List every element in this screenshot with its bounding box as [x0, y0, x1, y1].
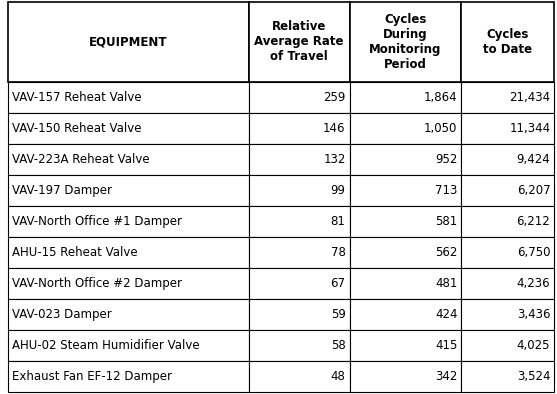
Bar [461, 113, 554, 144]
Bar [350, 82, 461, 113]
Text: AHU-02 Steam Humidifier Valve: AHU-02 Steam Humidifier Valve [12, 339, 200, 352]
Bar [461, 82, 554, 113]
Bar [248, 144, 350, 175]
Text: 3,524: 3,524 [517, 370, 550, 383]
Text: 132: 132 [323, 153, 345, 166]
Bar [248, 82, 350, 113]
Bar [461, 330, 554, 361]
Bar [350, 206, 461, 237]
Text: 9,424: 9,424 [516, 153, 550, 166]
Bar [8, 113, 248, 144]
Bar [461, 144, 554, 175]
Bar [350, 361, 461, 392]
Text: 562: 562 [435, 246, 457, 259]
Text: 59: 59 [331, 308, 345, 321]
Text: VAV-023 Damper: VAV-023 Damper [12, 308, 112, 321]
Bar [350, 144, 461, 175]
Text: 146: 146 [323, 122, 345, 135]
Text: 6,750: 6,750 [517, 246, 550, 259]
Text: 21,434: 21,434 [509, 91, 550, 104]
Bar [8, 144, 248, 175]
Text: Exhaust Fan EF-12 Damper: Exhaust Fan EF-12 Damper [12, 370, 172, 383]
Text: 1,864: 1,864 [424, 91, 457, 104]
Bar [248, 175, 350, 206]
Bar [8, 361, 248, 392]
Bar [248, 206, 350, 237]
Bar [248, 330, 350, 361]
Bar [350, 330, 461, 361]
Text: 11,344: 11,344 [509, 122, 550, 135]
Bar [461, 268, 554, 299]
Bar [461, 237, 554, 268]
Text: 424: 424 [435, 308, 457, 321]
Text: 48: 48 [331, 370, 345, 383]
Text: VAV-223A Reheat Valve: VAV-223A Reheat Valve [12, 153, 150, 166]
Text: 415: 415 [435, 339, 457, 352]
Text: 58: 58 [331, 339, 345, 352]
Bar [350, 175, 461, 206]
Bar [248, 361, 350, 392]
Text: 99: 99 [331, 184, 345, 197]
Bar [350, 268, 461, 299]
Text: 481: 481 [435, 277, 457, 290]
Text: 952: 952 [435, 153, 457, 166]
Text: 6,207: 6,207 [517, 184, 550, 197]
Bar [350, 2, 461, 82]
Text: 81: 81 [331, 215, 345, 228]
Bar [461, 361, 554, 392]
Bar [8, 2, 248, 82]
Bar [8, 237, 248, 268]
Text: VAV-197 Damper: VAV-197 Damper [12, 184, 113, 197]
Bar [8, 330, 248, 361]
Text: Relative
Average Rate
of Travel: Relative Average Rate of Travel [255, 20, 344, 63]
Bar [461, 175, 554, 206]
Bar [248, 237, 350, 268]
Bar [8, 299, 248, 330]
Text: 67: 67 [331, 277, 345, 290]
Bar [8, 175, 248, 206]
Text: 4,236: 4,236 [517, 277, 550, 290]
Bar [350, 113, 461, 144]
Text: 581: 581 [435, 215, 457, 228]
Text: 1,050: 1,050 [424, 122, 457, 135]
Text: 6,212: 6,212 [516, 215, 550, 228]
Bar [248, 268, 350, 299]
Bar [461, 2, 554, 82]
Text: VAV-North Office #2 Damper: VAV-North Office #2 Damper [12, 277, 182, 290]
Text: VAV-157 Reheat Valve: VAV-157 Reheat Valve [12, 91, 142, 104]
Text: 259: 259 [323, 91, 345, 104]
Text: 713: 713 [435, 184, 457, 197]
Bar [461, 299, 554, 330]
Text: 4,025: 4,025 [517, 339, 550, 352]
Text: VAV-150 Reheat Valve: VAV-150 Reheat Valve [12, 122, 141, 135]
Text: 3,436: 3,436 [517, 308, 550, 321]
Bar [248, 2, 350, 82]
Text: EQUIPMENT: EQUIPMENT [89, 35, 168, 48]
Text: VAV-North Office #1 Damper: VAV-North Office #1 Damper [12, 215, 182, 228]
Text: Cycles
During
Monitoring
Period: Cycles During Monitoring Period [369, 13, 442, 71]
Bar [8, 206, 248, 237]
Bar [8, 82, 248, 113]
Text: 342: 342 [435, 370, 457, 383]
Text: Cycles
to Date: Cycles to Date [483, 28, 532, 56]
Text: 78: 78 [331, 246, 345, 259]
Bar [350, 237, 461, 268]
Bar [350, 299, 461, 330]
Bar [461, 206, 554, 237]
Text: AHU-15 Reheat Valve: AHU-15 Reheat Valve [12, 246, 138, 259]
Bar [248, 299, 350, 330]
Bar [8, 268, 248, 299]
Bar [248, 113, 350, 144]
